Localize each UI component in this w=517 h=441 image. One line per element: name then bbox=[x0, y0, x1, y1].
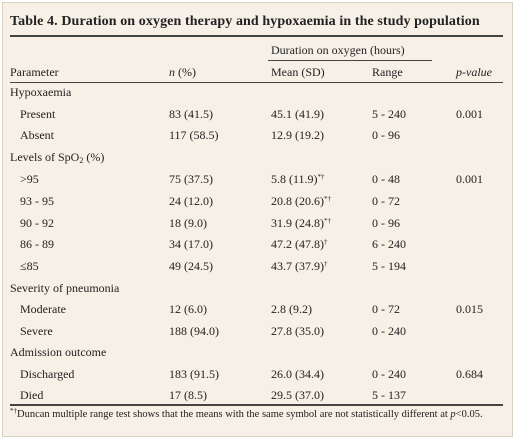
header-range: Range bbox=[372, 65, 403, 79]
row-mean: 27.8 (35.0) bbox=[271, 324, 324, 338]
row-mean: 29.5 (37.0) bbox=[271, 388, 324, 402]
row-n: 83 (41.5) bbox=[169, 107, 213, 121]
row-mean-value: 12.9 (19.2) bbox=[271, 128, 324, 142]
row-label: >95 bbox=[20, 172, 39, 186]
row-label: Died bbox=[20, 388, 44, 402]
row-n: 12 (6.0) bbox=[169, 302, 207, 316]
row-range: 0 - 96 bbox=[372, 216, 400, 230]
row-n: 17 (8.5) bbox=[169, 388, 207, 402]
row-mean-value: 27.8 (35.0) bbox=[271, 324, 324, 338]
row-mean-mark: *† bbox=[317, 173, 325, 181]
row-pvalue: 0.684 bbox=[456, 367, 483, 381]
row-label: 93 - 95 bbox=[20, 194, 54, 208]
top-rule bbox=[10, 35, 503, 37]
row-mean: 20.8 (20.6)*† bbox=[271, 194, 331, 208]
group-label-outcome: Admission outcome bbox=[10, 345, 107, 359]
spanner-rule bbox=[268, 60, 432, 61]
row-mean: 5.8 (11.9)*† bbox=[271, 172, 325, 186]
row-mean-mark: † bbox=[324, 238, 328, 246]
row-mean-mark: *† bbox=[324, 217, 331, 225]
row-label: ≤85 bbox=[20, 259, 39, 273]
footnote-text: Duncan multiple range test shows that th… bbox=[17, 409, 451, 420]
row-range: 0 - 240 bbox=[372, 367, 406, 381]
row-mean: 12.9 (19.2) bbox=[271, 128, 324, 142]
table-title: Table 4. Duration on oxygen therapy and … bbox=[10, 14, 480, 29]
footnote-mark: *† bbox=[10, 407, 17, 415]
row-mean-value: 47.2 (47.8) bbox=[271, 237, 324, 251]
row-n: 49 (24.5) bbox=[169, 259, 213, 273]
row-pvalue: 0.001 bbox=[456, 172, 483, 186]
group-label-spo2-tail: (%) bbox=[83, 150, 105, 164]
row-mean: 26.0 (34.4) bbox=[271, 367, 324, 381]
row-range: 0 - 96 bbox=[372, 128, 400, 142]
row-mean-mark: *† bbox=[324, 195, 331, 203]
row-n: 75 (37.5) bbox=[169, 172, 213, 186]
row-range: 6 - 240 bbox=[372, 237, 406, 251]
row-pvalue: 0.001 bbox=[456, 107, 483, 121]
row-mean: 47.2 (47.8)† bbox=[271, 237, 328, 251]
row-mean-value: 43.7 (37.9) bbox=[271, 259, 324, 273]
header-rule bbox=[10, 82, 503, 83]
group-label-spo2-sub: 2 bbox=[79, 156, 84, 165]
row-pvalue: 0.015 bbox=[456, 302, 483, 316]
row-range: 5 - 137 bbox=[372, 388, 406, 402]
footnote-p: p bbox=[450, 409, 456, 420]
header-n: n (%) bbox=[169, 65, 196, 79]
row-label: Absent bbox=[20, 128, 54, 142]
group-label-spo2-main: Levels of SpO bbox=[10, 150, 80, 164]
row-label: Moderate bbox=[20, 302, 66, 316]
header-n-rest: (%) bbox=[175, 65, 196, 79]
row-range: 0 - 240 bbox=[372, 324, 406, 338]
header-pvalue: p-value bbox=[456, 65, 492, 79]
row-mean: 2.8 (9.2) bbox=[271, 302, 312, 316]
row-mean: 31.9 (24.8)*† bbox=[271, 216, 331, 230]
footnote-tail: <0.05. bbox=[455, 409, 483, 420]
spanner-header: Duration on oxygen (hours) bbox=[271, 43, 405, 57]
row-mean-value: 26.0 (34.4) bbox=[271, 367, 324, 381]
row-n: 34 (17.0) bbox=[169, 237, 213, 251]
row-n: 183 (91.5) bbox=[169, 367, 219, 381]
row-label: Discharged bbox=[20, 367, 75, 381]
row-mean: 45.1 (41.9) bbox=[271, 107, 324, 121]
row-label: Severe bbox=[20, 324, 53, 338]
row-range: 0 - 72 bbox=[372, 194, 400, 208]
row-mean-value: 29.5 (37.0) bbox=[271, 388, 324, 402]
header-parameter: Parameter bbox=[10, 65, 59, 79]
row-n: 188 (94.0) bbox=[169, 324, 219, 338]
row-mean-mark: † bbox=[324, 260, 328, 268]
row-n: 18 (9.0) bbox=[169, 216, 207, 230]
table-footnote: *†Duncan multiple range test shows that … bbox=[10, 407, 483, 421]
row-label: Present bbox=[20, 107, 56, 121]
row-mean-value: 31.9 (24.8) bbox=[271, 216, 324, 230]
row-mean-value: 5.8 (11.9) bbox=[271, 172, 318, 186]
row-range: 5 - 194 bbox=[372, 259, 406, 273]
row-range: 0 - 72 bbox=[372, 302, 400, 316]
row-mean-value: 2.8 (9.2) bbox=[271, 302, 312, 316]
row-n: 117 (58.5) bbox=[169, 128, 219, 142]
header-mean: Mean (SD) bbox=[271, 65, 325, 79]
row-label: 90 - 92 bbox=[20, 216, 54, 230]
header-n-italic: n bbox=[169, 65, 175, 79]
group-label-spo2: Levels of SpO2 (%) bbox=[10, 150, 105, 165]
table-panel bbox=[2, 2, 513, 437]
row-n: 24 (12.0) bbox=[169, 194, 213, 208]
row-label: 86 - 89 bbox=[20, 237, 54, 251]
group-label-severity: Severity of pneumonia bbox=[10, 281, 120, 295]
row-mean-value: 45.1 (41.9) bbox=[271, 107, 324, 121]
group-label-hypoxaemia: Hypoxaemia bbox=[10, 85, 72, 99]
row-mean-value: 20.8 (20.6) bbox=[271, 194, 324, 208]
row-mean: 43.7 (37.9)† bbox=[271, 259, 328, 273]
row-range: 5 - 240 bbox=[372, 107, 406, 121]
row-range: 0 - 48 bbox=[372, 172, 400, 186]
bottom-rule bbox=[10, 404, 503, 406]
